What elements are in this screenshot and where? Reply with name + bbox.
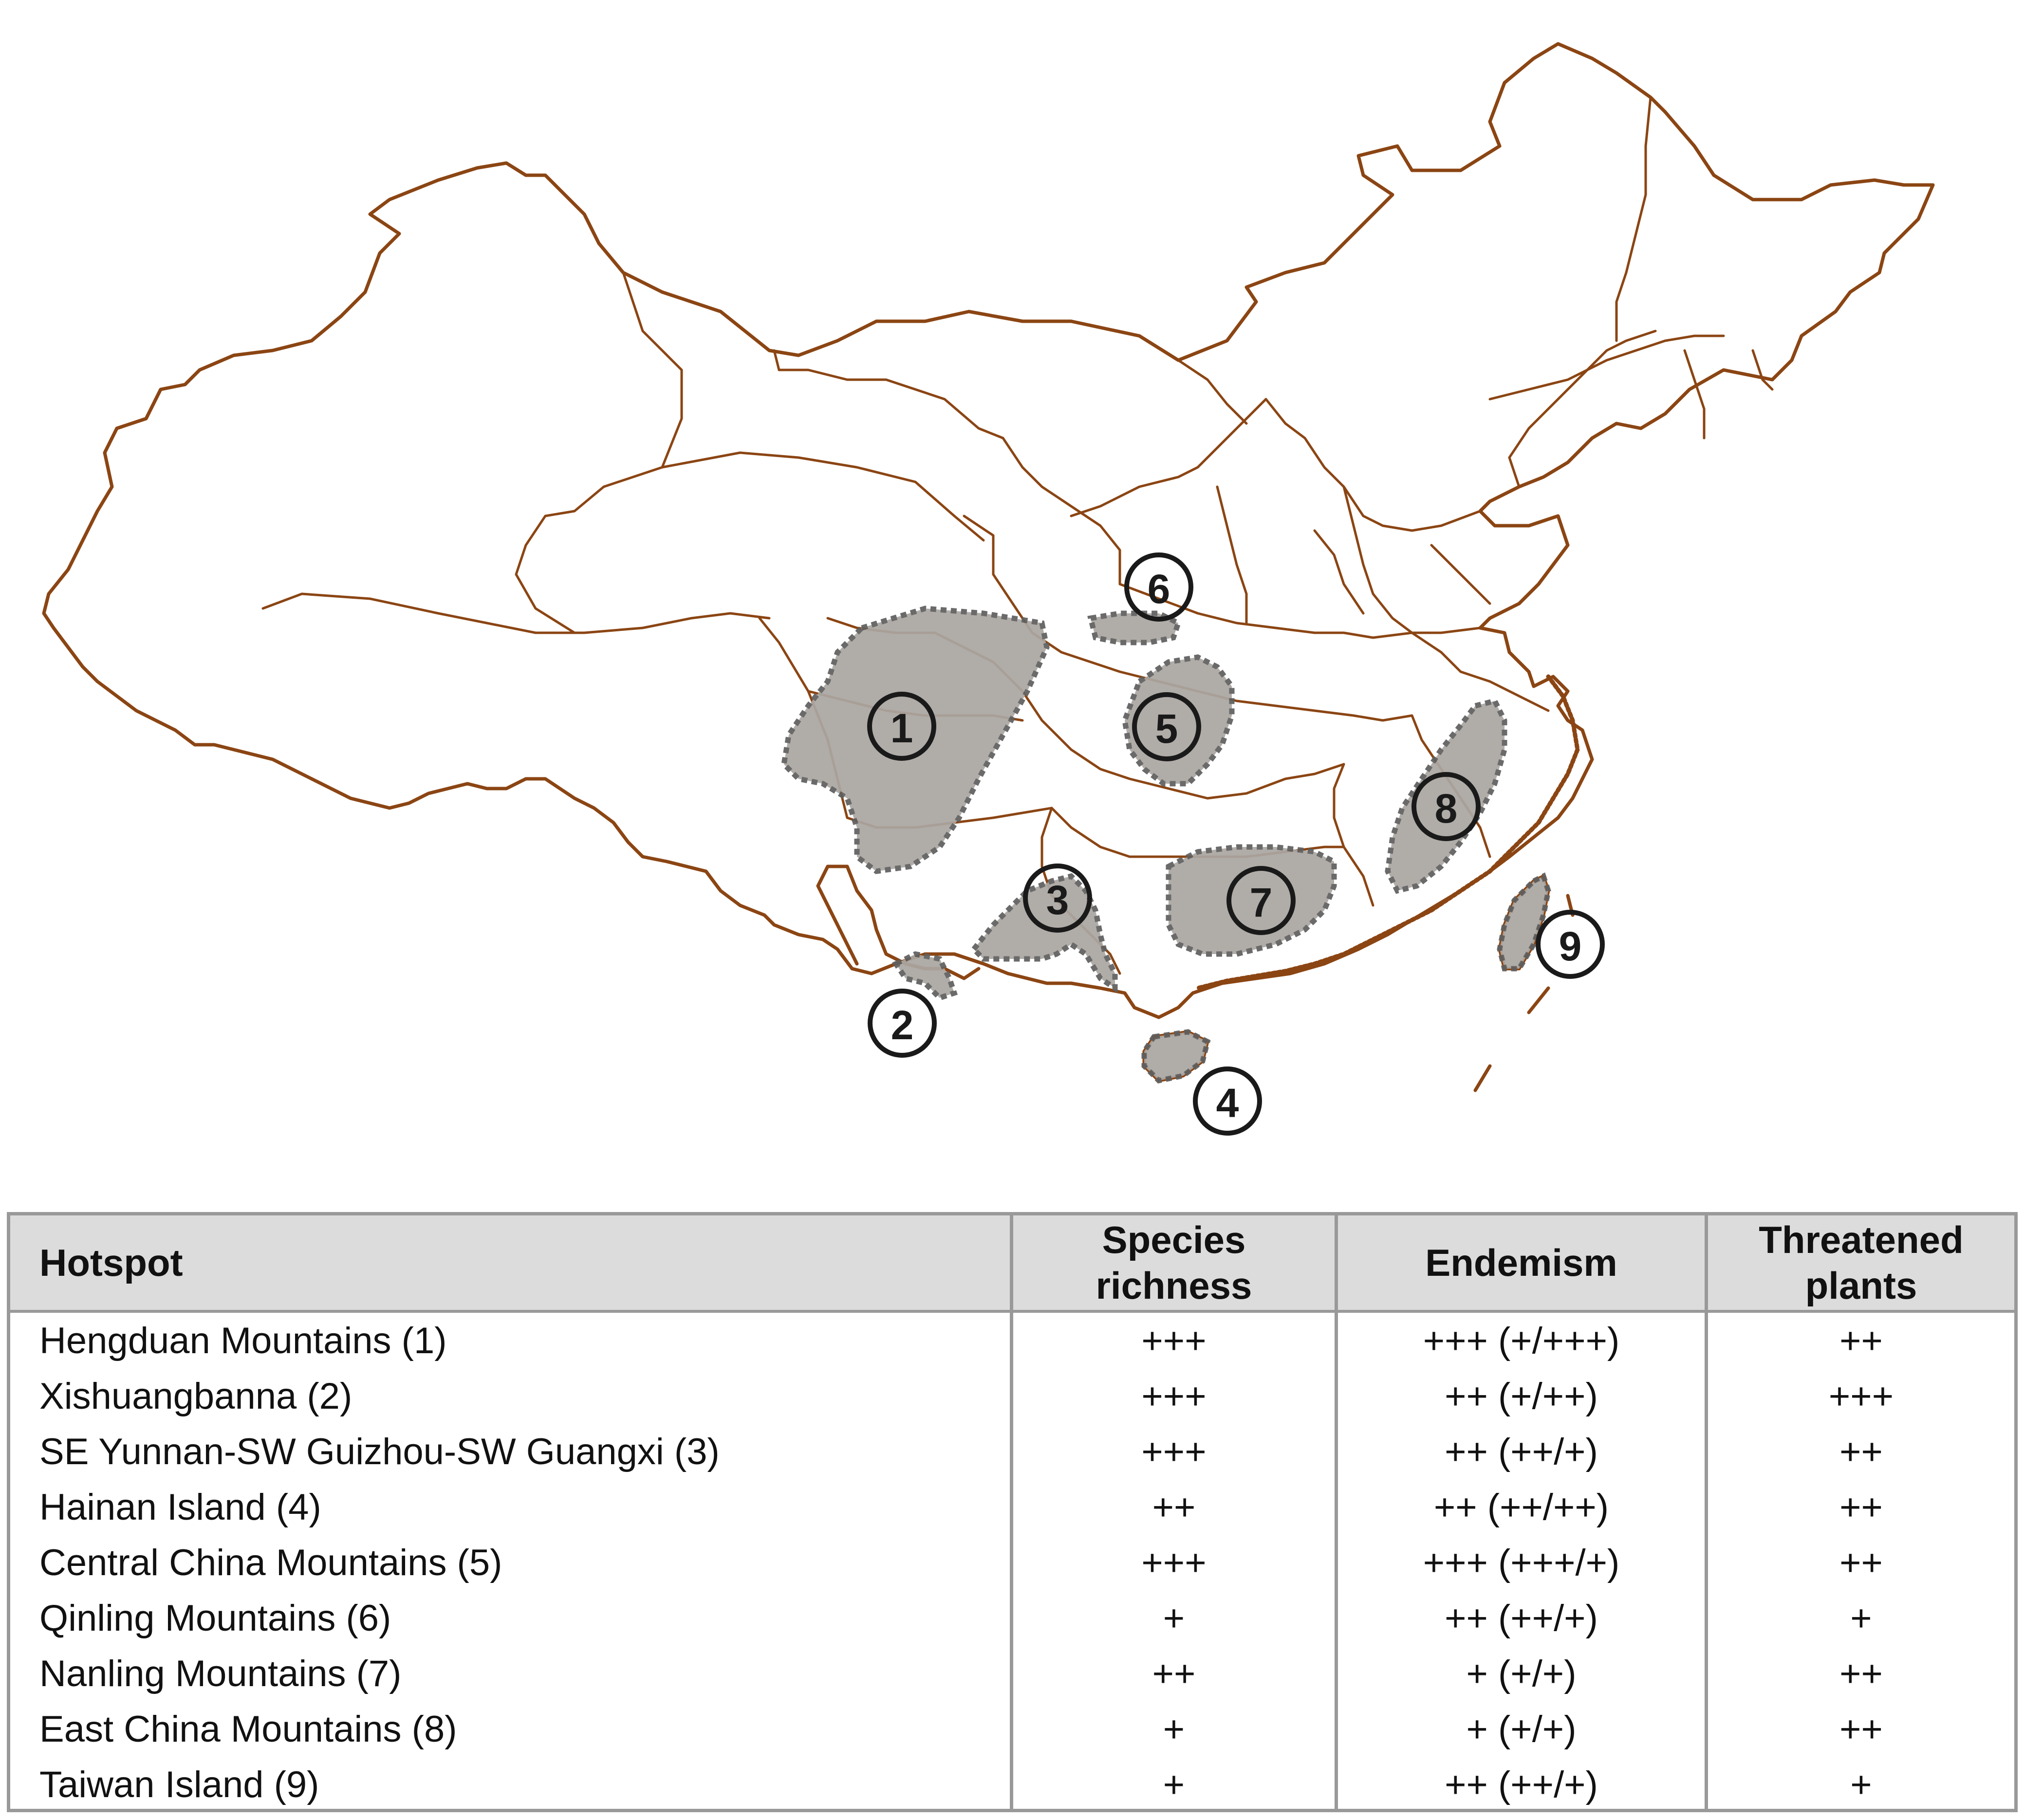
hotspot-marker-label: 3 — [1046, 877, 1069, 923]
hotspot-name: SE Yunnan-SW Guizhou-SW Guangxi (3) — [39, 1431, 720, 1472]
hotspot-marker-5: 5 — [1132, 692, 1201, 761]
table-row: Hainan Island (4) ++ ++ (++/++) ++ — [10, 1479, 2014, 1535]
hotspot-marker-9: 9 — [1536, 910, 1605, 979]
table-row: Central China Mountains (5) +++ +++ (+++… — [10, 1535, 2014, 1590]
endemism-value: ++ (+/++) — [1445, 1375, 1598, 1417]
hotspot-marker-label: 1 — [891, 705, 913, 751]
endemism-value: ++ (++/++) — [1433, 1486, 1609, 1528]
hotspot-marker-7: 7 — [1226, 866, 1296, 935]
table-row: Nanling Mountains (7) ++ + (+/+) ++ — [10, 1646, 2014, 1701]
header-species-line2: richness — [1096, 1264, 1252, 1307]
table-row: Xishuangbanna (2) +++ ++ (+/++) +++ — [10, 1368, 2014, 1424]
threatened-plants-value: ++ — [1839, 1542, 1883, 1583]
hotspot-region-2 — [891, 951, 958, 1001]
hotspot-marker-label: 6 — [1148, 566, 1170, 612]
hotspot-region-5 — [1122, 654, 1235, 787]
hotspot-marker-label: 4 — [1216, 1080, 1239, 1126]
species-richness-value: ++ — [1152, 1653, 1196, 1694]
header-threatened-line2: plants — [1805, 1264, 1917, 1307]
hotspot-region-7 — [1166, 844, 1337, 957]
hotspot-name: East China Mountains (8) — [39, 1708, 457, 1750]
endemism-value: + (+/+) — [1466, 1708, 1577, 1750]
species-richness-value: +++ — [1141, 1542, 1207, 1583]
table-row: Qinling Mountains (6) + ++ (++/+) + — [10, 1590, 2014, 1646]
hotspot-marker-label: 5 — [1155, 706, 1178, 752]
header-threatened-plants: Threatened plants — [1708, 1215, 2014, 1310]
hotspot-name: Xishuangbanna (2) — [39, 1375, 353, 1417]
endemism-value: +++ (+/+++) — [1423, 1320, 1620, 1361]
hotspot-table: Hotspot Species richness Endemism Threat… — [7, 1212, 2018, 1812]
hotspot-marker-4: 4 — [1193, 1066, 1262, 1136]
threatened-plants-value: ++ — [1839, 1486, 1883, 1528]
endemism-value: + (+/+) — [1466, 1653, 1577, 1694]
species-richness-value: + — [1163, 1708, 1185, 1750]
species-richness-value: + — [1163, 1764, 1185, 1805]
map-svg: 1 2 3 4 5 6 7 8 9 — [42, 42, 1935, 1136]
endemism-value: ++ (++/+) — [1445, 1431, 1598, 1472]
column-divider — [1010, 1215, 1013, 1809]
hotspot-name: Taiwan Island (9) — [39, 1764, 319, 1805]
header-hotspot: Hotspot — [39, 1215, 1003, 1310]
threatened-plants-value: +++ — [1828, 1375, 1894, 1417]
table-row: SE Yunnan-SW Guizhou-SW Guangxi (3) +++ … — [10, 1424, 2014, 1479]
hotspot-marker-label: 2 — [891, 1002, 914, 1048]
sea-mark-1 — [1527, 986, 1550, 1014]
column-divider — [1335, 1215, 1338, 1809]
header-species-line1: Species — [1102, 1218, 1246, 1261]
hotspot-marker-6: 6 — [1124, 552, 1193, 622]
hotspot-region-3 — [970, 873, 1118, 993]
table-row: Hengduan Mountains (1) +++ +++ (+/+++) +… — [10, 1313, 2014, 1368]
hotspot-name: Nanling Mountains (7) — [39, 1653, 402, 1694]
country-outline — [42, 42, 1935, 1019]
hotspot-marker-2: 2 — [868, 989, 937, 1058]
hotspot-region-8 — [1385, 698, 1507, 894]
threatened-plants-value: ++ — [1839, 1320, 1883, 1361]
hotspot-marker-label: 8 — [1435, 786, 1458, 831]
province-boundaries — [261, 96, 1774, 975]
header-endemism-label: Endemism — [1425, 1241, 1617, 1284]
hotspot-name: Qinling Mountains (6) — [39, 1597, 391, 1639]
header-endemism: Endemism — [1338, 1215, 1705, 1310]
endemism-value: ++ (++/+) — [1445, 1597, 1598, 1639]
hotspot-region-9 — [1497, 872, 1551, 972]
hotspot-marker-label: 9 — [1559, 923, 1582, 969]
species-richness-value: +++ — [1141, 1375, 1207, 1417]
hotspot-name: Hainan Island (4) — [39, 1486, 321, 1528]
column-divider — [1705, 1215, 1708, 1809]
hotspot-marker-label: 7 — [1250, 880, 1273, 925]
species-richness-value: +++ — [1141, 1431, 1207, 1472]
endemism-value: ++ (++/+) — [1445, 1764, 1598, 1805]
hotspot-marker-8: 8 — [1411, 772, 1481, 841]
china-map: 1 2 3 4 5 6 7 8 9 — [42, 42, 1935, 1136]
threatened-plants-value: ++ — [1839, 1653, 1883, 1694]
hotspot-regions — [781, 606, 1551, 1084]
table-row: Taiwan Island (9) + ++ (++/+) + — [10, 1757, 2014, 1812]
header-threatened-line1: Threatened — [1759, 1218, 1964, 1261]
species-richness-value: ++ — [1152, 1486, 1196, 1528]
hotspot-marker-3: 3 — [1023, 864, 1092, 933]
hotspot-name: Central China Mountains (5) — [39, 1542, 502, 1583]
sea-mark-2 — [1473, 1064, 1492, 1092]
threatened-plants-value: + — [1850, 1764, 1872, 1805]
threatened-plants-value: + — [1850, 1597, 1872, 1639]
hotspot-region-4 — [1141, 1029, 1211, 1084]
hotspot-marker-1: 1 — [867, 692, 936, 761]
threatened-plants-value: ++ — [1839, 1431, 1883, 1472]
header-species-richness: Species richness — [1013, 1215, 1335, 1310]
threatened-plants-value: ++ — [1839, 1708, 1883, 1750]
coastline-detail — [1195, 674, 1580, 991]
hotspot-region-1 — [781, 606, 1050, 874]
table-row: East China Mountains (8) + + (+/+) ++ — [10, 1701, 2014, 1757]
hotspot-name: Hengduan Mountains (1) — [39, 1320, 447, 1361]
species-richness-value: + — [1163, 1597, 1185, 1639]
species-richness-value: +++ — [1141, 1320, 1207, 1361]
endemism-value: +++ (+++/+) — [1423, 1542, 1620, 1583]
header-hotspot-label: Hotspot — [39, 1241, 183, 1284]
